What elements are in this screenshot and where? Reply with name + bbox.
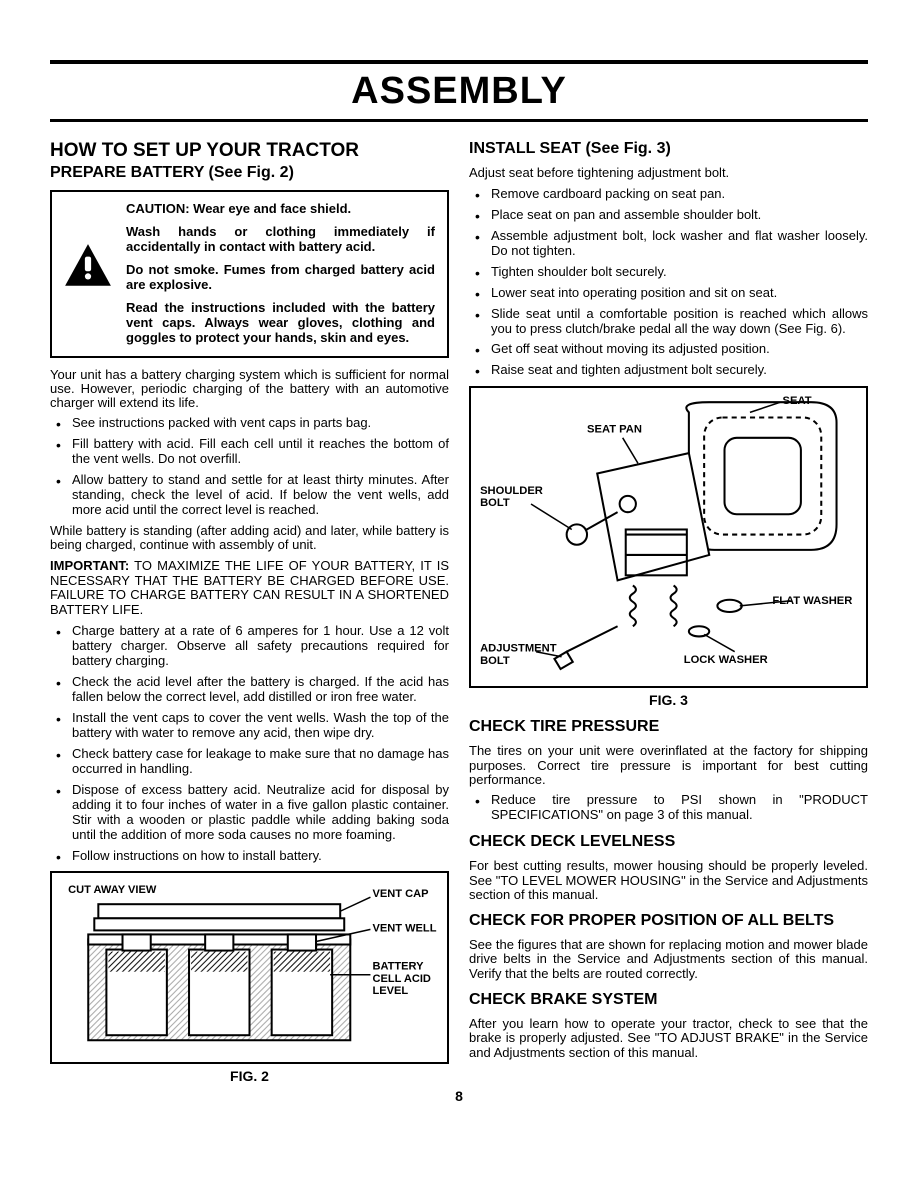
- list-item: Check the acid level after the battery i…: [50, 675, 449, 705]
- fig2-caption: FIG. 2: [50, 1068, 449, 1084]
- deck-para: For best cutting results, mower housing …: [469, 859, 868, 902]
- fig2-acid-label-3: LEVEL: [372, 985, 408, 997]
- battery-para1: Your unit has a battery charging system …: [50, 368, 449, 411]
- fig2-ventwell-label: VENT WELL: [372, 923, 436, 935]
- fig2-acid-label-2: CELL ACID: [372, 973, 430, 985]
- fig3-lockwasher-label: LOCK WASHER: [684, 654, 768, 666]
- deck-heading: CHECK DECK LEVELNESS: [469, 833, 868, 851]
- content-columns: HOW TO SET UP YOUR TRACTOR PREPARE BATTE…: [50, 140, 868, 1084]
- list-item: Get off seat without moving its adjusted…: [469, 342, 868, 357]
- fig2-cutaway-label: CUT AWAY VIEW: [68, 885, 157, 897]
- list-item: Check battery case for leakage to make s…: [50, 747, 449, 777]
- brake-para: After you learn how to operate your trac…: [469, 1017, 868, 1060]
- page-number-wrap: 8: [50, 1088, 868, 1104]
- fig3-seatpan-label: SEAT PAN: [587, 424, 642, 436]
- left-column: HOW TO SET UP YOUR TRACTOR PREPARE BATTE…: [50, 140, 449, 1084]
- battery-heading: PREPARE BATTERY (See Fig. 2): [50, 164, 449, 182]
- figure-3-svg: SEAT SEAT PAN SHOULDER BOLT FLAT WASHER …: [475, 392, 862, 677]
- page-title: ASSEMBLY: [50, 70, 868, 113]
- list-item: Assemble adjustment bolt, lock washer an…: [469, 229, 868, 259]
- battery-para2: While battery is standing (after adding …: [50, 524, 449, 553]
- fig3-flatwasher-label: FLAT WASHER: [772, 595, 852, 607]
- list-item: Follow instructions on how to install ba…: [50, 849, 449, 864]
- battery-bullets-2: Charge battery at a rate of 6 amperes fo…: [50, 624, 449, 863]
- list-item: Fill battery with acid. Fill each cell u…: [50, 437, 449, 467]
- list-item: See instructions packed with vent caps i…: [50, 416, 449, 431]
- list-item: Raise seat and tighten adjustment bolt s…: [469, 363, 868, 378]
- list-item: Place seat on pan and assemble shoulder …: [469, 208, 868, 223]
- fig3-shoulder-label-2: BOLT: [480, 497, 510, 509]
- caution-text: CAUTION: Wear eye and face shield. Wash …: [126, 202, 435, 346]
- list-item: Reduce tire pressure to PSI shown in "PR…: [469, 793, 868, 823]
- right-column: INSTALL SEAT (See Fig. 3) Adjust seat be…: [469, 140, 868, 1084]
- list-item: Charge battery at a rate of 6 amperes fo…: [50, 624, 449, 669]
- important-note: IMPORTANT: TO MAXIMIZE THE LIFE OF YOUR …: [50, 559, 449, 619]
- figure-2-box: CUT AWAY VIEW: [50, 871, 449, 1063]
- tire-bullets: Reduce tire pressure to PSI shown in "PR…: [469, 793, 868, 823]
- caution-line4: Read the instructions included with the …: [126, 301, 435, 346]
- fig3-adjbolt-label-2: BOLT: [480, 655, 510, 667]
- fig2-ventcap-label: VENT CAP: [372, 889, 429, 901]
- seat-bullets: Remove cardboard packing on seat pan. Pl…: [469, 187, 868, 378]
- figure-3-box: SEAT SEAT PAN SHOULDER BOLT FLAT WASHER …: [469, 386, 868, 688]
- list-item: Lower seat into operating position and s…: [469, 286, 868, 301]
- tire-heading: CHECK TIRE PRESSURE: [469, 718, 868, 736]
- figure-2-svg: CUT AWAY VIEW: [58, 879, 441, 1050]
- belts-heading: CHECK FOR PROPER POSITION OF ALL BELTS: [469, 912, 868, 930]
- caution-line3: Do not smoke. Fumes from charged battery…: [126, 263, 435, 293]
- tire-para: The tires on your unit were overinflated…: [469, 744, 868, 787]
- fig3-caption: FIG. 3: [469, 692, 868, 708]
- list-item: Dispose of excess battery acid. Neutrali…: [50, 783, 449, 843]
- seat-heading: INSTALL SEAT (See Fig. 3): [469, 140, 868, 158]
- setup-heading: HOW TO SET UP YOUR TRACTOR: [50, 140, 449, 162]
- page-number: 8: [455, 1088, 463, 1104]
- list-item: Allow battery to stand and settle for at…: [50, 473, 449, 518]
- fig2-acid-label-1: BATTERY: [372, 961, 424, 973]
- fig3-shoulder-label-1: SHOULDER: [480, 485, 543, 497]
- title-underline: [50, 119, 868, 122]
- top-rule: [50, 60, 868, 64]
- brake-heading: CHECK BRAKE SYSTEM: [469, 991, 868, 1009]
- list-item: Slide seat until a comfortable position …: [469, 307, 868, 337]
- warning-icon: [62, 242, 114, 294]
- seat-intro: Adjust seat before tightening adjustment…: [469, 166, 868, 181]
- important-label: IMPORTANT:: [50, 558, 129, 573]
- list-item: Remove cardboard packing on seat pan.: [469, 187, 868, 202]
- caution-box: CAUTION: Wear eye and face shield. Wash …: [50, 190, 449, 358]
- list-item: Install the vent caps to cover the vent …: [50, 711, 449, 741]
- list-item: Tighten shoulder bolt securely.: [469, 265, 868, 280]
- belts-para: See the figures that are shown for repla…: [469, 938, 868, 981]
- fig3-adjbolt-label-1: ADJUSTMENT: [480, 643, 557, 655]
- caution-line2: Wash hands or clothing immediately if ac…: [126, 225, 435, 255]
- fig3-seat-label: SEAT: [783, 396, 812, 408]
- caution-line1: CAUTION: Wear eye and face shield.: [126, 202, 435, 217]
- battery-bullets-1: See instructions packed with vent caps i…: [50, 416, 449, 518]
